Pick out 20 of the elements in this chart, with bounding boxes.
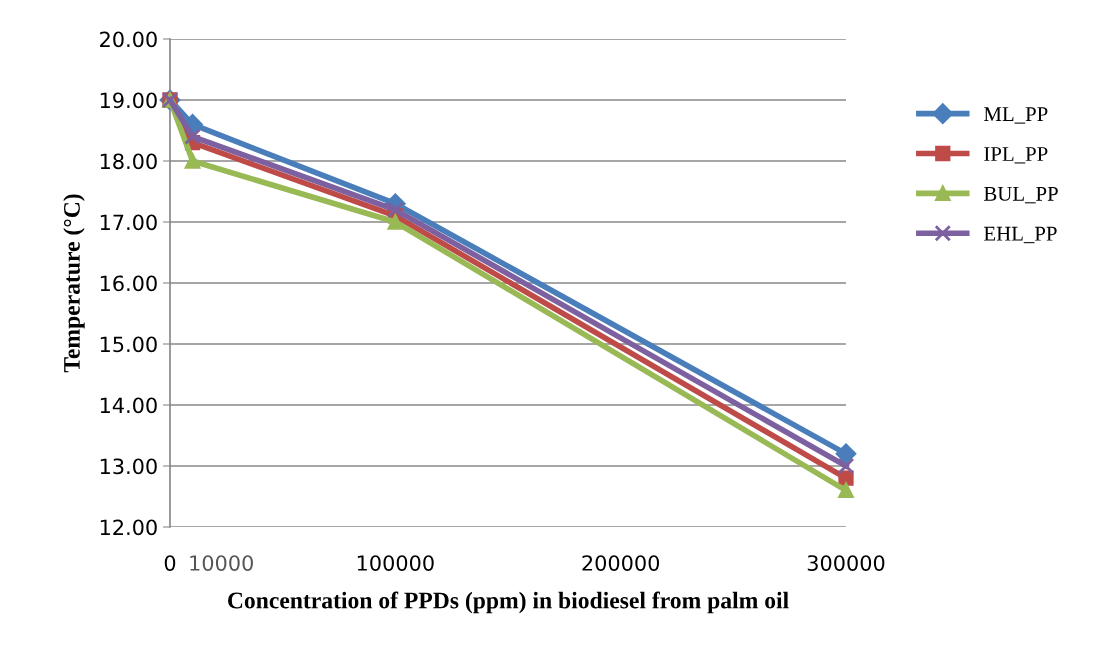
y-tick-label: 19.00 bbox=[100, 92, 157, 109]
x-tick-label: 300000 bbox=[807, 555, 885, 571]
legend-label: EHL_PP bbox=[984, 226, 1057, 244]
y-tick-label: 13.00 bbox=[100, 458, 157, 475]
y-tick-label: 14.00 bbox=[100, 397, 157, 414]
y-tick-label: 16.00 bbox=[100, 275, 157, 292]
y-tick-label: 15.00 bbox=[100, 336, 157, 353]
y-tick-label: 12.00 bbox=[100, 519, 157, 536]
y-tick-label: 20.00 bbox=[100, 31, 157, 48]
y-axis-title: Temperature (°C) bbox=[63, 194, 85, 373]
x-tick-label: 100000 bbox=[357, 555, 434, 571]
legend-label: BUL_PP bbox=[984, 187, 1058, 204]
x-tick-label: 200000 bbox=[582, 555, 660, 571]
text: 10000 bbox=[190, 555, 253, 571]
x-tick-label: 0 bbox=[164, 555, 176, 571]
legend-label: ML_PP bbox=[984, 107, 1048, 124]
y-tick-label: 17.00 bbox=[100, 214, 157, 231]
y-tick-label: 18.00 bbox=[100, 153, 157, 170]
x-axis-title: Concentration of PPDs (ppm) in biodiesel from palm oil bbox=[228, 591, 789, 614]
legend-label: IPL_PP bbox=[984, 147, 1048, 164]
